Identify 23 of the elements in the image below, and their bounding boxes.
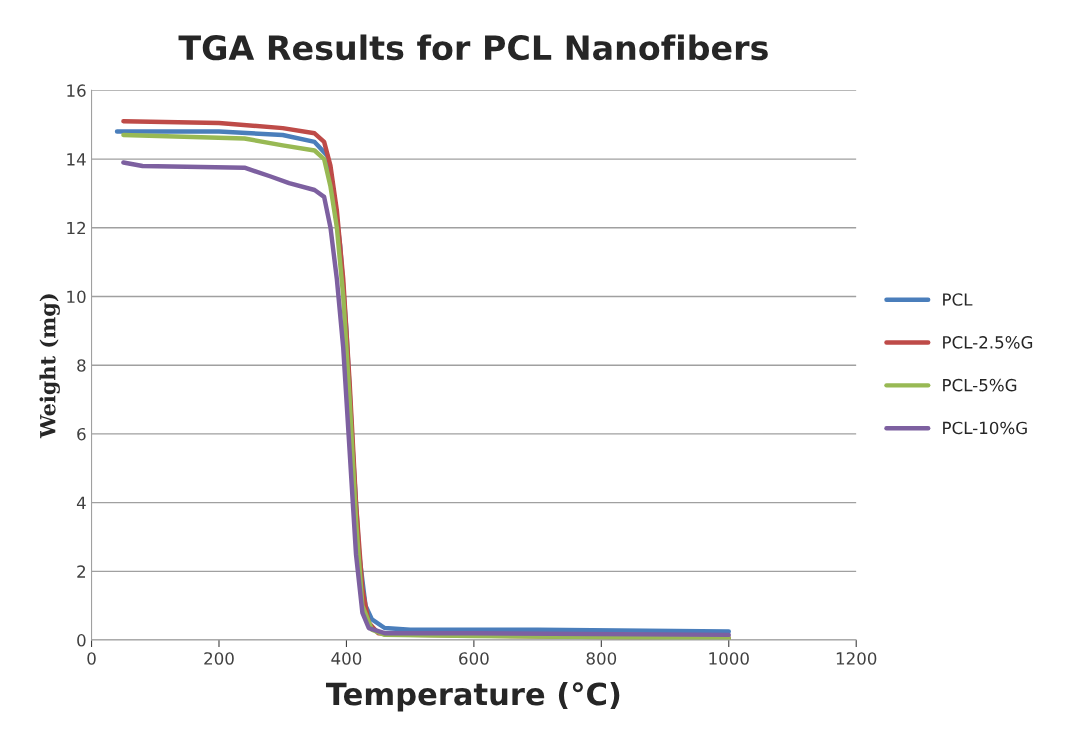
x-tick-label: 1200 bbox=[836, 652, 877, 665]
legend-label: PCL-10%G bbox=[943, 421, 1027, 435]
legend-label: PCL bbox=[943, 293, 973, 306]
x-tick-label: 0 bbox=[87, 652, 96, 665]
x-tick-label: 800 bbox=[586, 652, 617, 665]
legend-label: PCL-2.5%G bbox=[943, 336, 1033, 349]
x-tick-label: 1000 bbox=[709, 652, 749, 665]
y-tick-label: 2 bbox=[77, 565, 86, 578]
y-axis-title: Weight (mg) bbox=[39, 294, 60, 439]
x-axis-title: Temperature (°C) bbox=[326, 681, 620, 712]
y-tick-label: 10 bbox=[67, 290, 86, 304]
y-tick-label: 0 bbox=[77, 634, 86, 647]
y-tick-label: 4 bbox=[76, 496, 86, 509]
y-tick-label: 8 bbox=[77, 359, 86, 372]
x-tick-label: 200 bbox=[204, 652, 234, 665]
chart-title: TGA Results for PCL Nanofibers bbox=[178, 34, 768, 61]
y-tick-label: 6 bbox=[77, 427, 86, 441]
x-tick-label: 600 bbox=[459, 652, 489, 665]
y-tick-label: 16 bbox=[67, 84, 86, 97]
y-tick-label: 14 bbox=[67, 153, 86, 166]
y-tick-label: 12 bbox=[67, 221, 86, 235]
legend-label: PCL-5%G bbox=[943, 378, 1017, 392]
x-tick-label: 400 bbox=[331, 652, 362, 665]
